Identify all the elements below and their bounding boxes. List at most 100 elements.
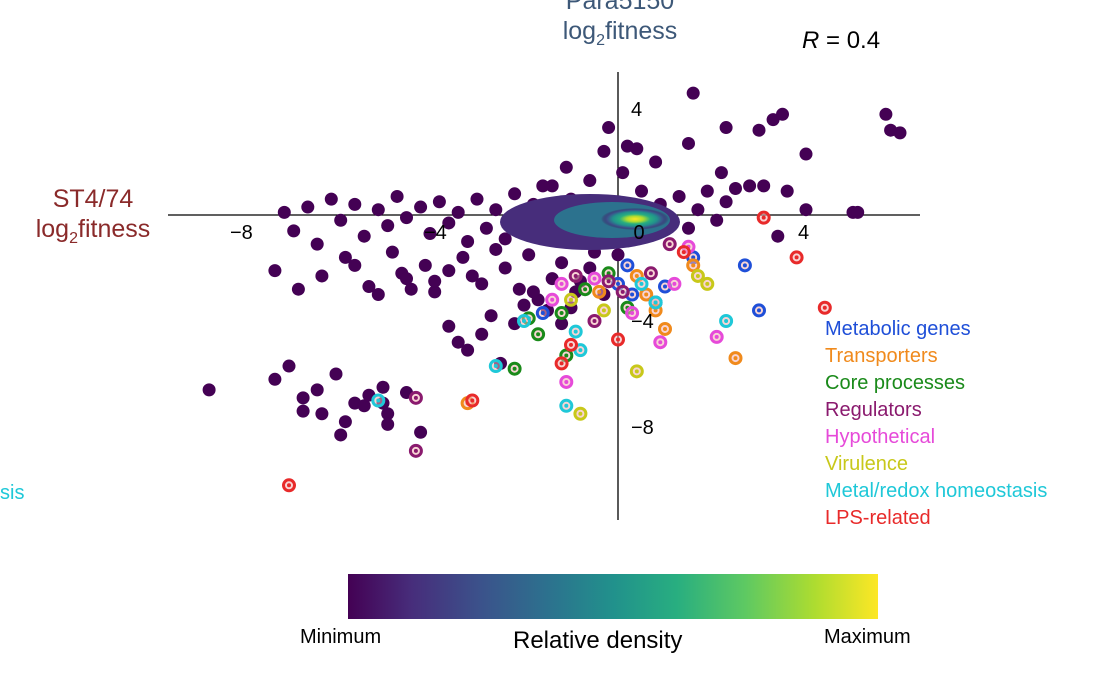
point-center-metal-redox-homeostasis — [578, 348, 583, 353]
data-point — [301, 200, 315, 214]
point-center-lps-related — [761, 215, 766, 220]
data-point — [324, 192, 338, 206]
data-point — [334, 428, 348, 442]
data-point — [700, 184, 714, 198]
point-center-metabolic-genes — [742, 263, 747, 268]
data-point — [381, 417, 395, 431]
data-point — [517, 298, 531, 312]
data-point — [710, 213, 724, 227]
data-point — [268, 264, 282, 278]
data-point — [428, 285, 442, 299]
data-point — [686, 86, 700, 100]
point-center-regulators — [648, 271, 653, 276]
legend-item: Transporters — [825, 345, 938, 367]
data-point — [338, 250, 352, 264]
data-point — [418, 258, 432, 272]
point-center-lps-related — [559, 361, 564, 366]
point-center-regulators — [413, 395, 418, 400]
point-center-metal-redox-homeostasis — [653, 300, 658, 305]
point-center-core-processes — [536, 332, 541, 337]
data-point — [296, 391, 310, 405]
data-point — [512, 282, 526, 296]
data-point — [357, 399, 371, 413]
colorbar-min-label: Minimum — [300, 626, 382, 648]
data-point — [334, 213, 348, 227]
data-point — [498, 261, 512, 275]
legend-item: Regulators — [825, 399, 922, 421]
data-point — [555, 256, 569, 270]
point-center-transporters — [733, 356, 738, 361]
point-center-lps-related — [681, 250, 686, 255]
data-point — [630, 142, 644, 156]
data-point — [479, 221, 493, 235]
y-axis-title-line1: Para5150 — [565, 0, 675, 15]
colorbar-max-label: Maximum — [824, 626, 911, 648]
point-center-virulence — [705, 281, 710, 286]
data-point — [757, 179, 771, 193]
data-point — [780, 184, 794, 198]
y-tick-label: −8 — [631, 417, 654, 439]
x-tick-label: 0 — [633, 222, 644, 244]
point-center-transporters — [597, 289, 602, 294]
x-tick-label: −8 — [230, 222, 253, 244]
point-center-transporters — [691, 263, 696, 268]
data-point — [310, 237, 324, 251]
data-point — [465, 269, 479, 283]
data-point — [682, 136, 695, 150]
data-point — [451, 205, 465, 219]
point-center-transporters — [644, 292, 649, 297]
cut-off-left-label: sis — [0, 482, 25, 504]
point-center-regulators — [413, 448, 418, 453]
point-center-lps-related — [794, 255, 799, 260]
point-center-hypothetical — [630, 311, 635, 316]
point-center-metabolic-genes — [616, 281, 620, 286]
y-axis-title: Para5150 log2fitness — [540, 0, 700, 56]
data-point — [555, 317, 569, 331]
data-point — [376, 380, 390, 394]
data-point — [442, 216, 456, 230]
data-point — [315, 407, 329, 421]
point-center-hypothetical — [714, 334, 719, 339]
point-center-regulators — [620, 289, 625, 294]
point-center-lps-related — [822, 305, 827, 310]
point-center-virulence — [569, 297, 573, 302]
data-point — [489, 242, 503, 256]
data-point — [522, 248, 536, 262]
data-point — [338, 415, 352, 429]
data-point — [597, 144, 611, 158]
data-point — [489, 203, 503, 217]
data-point — [475, 277, 489, 291]
data-point — [475, 327, 489, 341]
data-point — [282, 359, 296, 373]
data-point — [414, 200, 428, 214]
data-point — [672, 189, 686, 203]
point-center-hypothetical — [564, 379, 569, 384]
data-point — [357, 229, 371, 243]
y-axis-title-line2: log2fitness — [540, 16, 700, 56]
data-point — [545, 179, 559, 193]
data-point — [470, 192, 484, 206]
legend-item: Hypothetical — [825, 426, 936, 448]
correlation-value: = 0.4 — [819, 27, 881, 54]
data-point — [423, 227, 437, 241]
data-point — [771, 229, 785, 243]
data-point — [310, 383, 324, 397]
data-point — [611, 248, 625, 262]
legend-item: Core processes — [825, 372, 966, 394]
point-center-metabolic-genes — [540, 311, 545, 316]
x-tick-label: −4 — [424, 222, 447, 244]
data-point — [404, 282, 418, 296]
point-center-core-processes — [564, 353, 569, 358]
data-point — [616, 166, 630, 180]
data-point — [649, 155, 663, 169]
point-center-metal-redox-homeostasis — [724, 319, 729, 323]
point-center-transporters — [653, 308, 658, 313]
legend-item: Metal/redox homeostasis — [825, 480, 1048, 502]
point-center-metal-redox-homeostasis — [564, 403, 569, 408]
data-point — [268, 372, 282, 386]
data-point — [315, 269, 329, 283]
legend-item: Metabolic genes — [825, 318, 971, 340]
data-point — [461, 235, 475, 248]
point-center-lps-related — [470, 398, 475, 403]
data-point — [776, 107, 789, 121]
